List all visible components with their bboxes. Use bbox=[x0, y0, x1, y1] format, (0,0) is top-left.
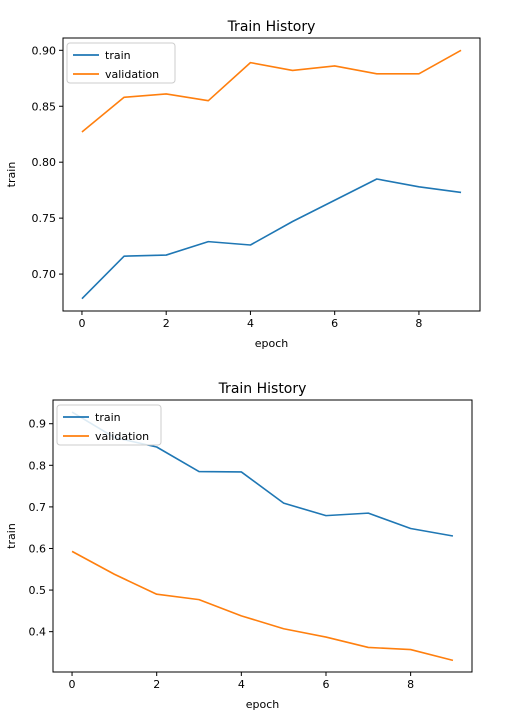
x-tick-label: 2 bbox=[163, 317, 170, 330]
plot-frame bbox=[52, 399, 473, 673]
chart-bottom: Train History 0 2 4 6 8 0.4 0.5 0.6 0.7 0.8 0.9 epoc… bbox=[5, 381, 473, 711]
y-tick-label: 0.70 bbox=[32, 268, 57, 281]
y-tick-label: 0.80 bbox=[32, 156, 57, 169]
x-tick-label: 4 bbox=[247, 317, 254, 330]
series-line-validation bbox=[71, 550, 454, 662]
legend-label-train: train bbox=[95, 411, 121, 424]
legend-box bbox=[66, 42, 176, 84]
x-tick-label: 8 bbox=[415, 317, 422, 330]
legend-box bbox=[56, 404, 162, 446]
y-tick-label: 0.85 bbox=[32, 100, 57, 113]
y-tick-label: 0.90 bbox=[32, 44, 57, 57]
y-axis-label: train bbox=[5, 162, 18, 188]
series-line-validation bbox=[81, 49, 462, 133]
series-line-train bbox=[81, 178, 462, 300]
x-tick-label: 6 bbox=[322, 678, 329, 691]
y-tick-label: 0.8 bbox=[29, 459, 47, 472]
x-axis-label: epoch bbox=[246, 698, 280, 711]
x-tick-label: 2 bbox=[153, 678, 160, 691]
x-tick-label: 0 bbox=[78, 317, 85, 330]
y-tick-label: 0.7 bbox=[29, 501, 47, 514]
y-axis-label: train bbox=[5, 523, 18, 549]
chart-top: Train History 0 2 4 6 8 0.70 0.75 0.80 0.85 0.90 ep… bbox=[5, 19, 481, 350]
y-tick-label: 0.9 bbox=[29, 418, 47, 431]
x-tick-label: 8 bbox=[407, 678, 414, 691]
legend-label-train: train bbox=[105, 49, 131, 62]
y-tick-label: 0.6 bbox=[29, 542, 47, 555]
chart-title: Train History bbox=[218, 381, 307, 397]
x-tick-label: 4 bbox=[238, 678, 245, 691]
y-tick-label: 0.4 bbox=[29, 626, 47, 639]
y-tick-label: 0.5 bbox=[29, 584, 47, 597]
legend-label-validation: validation bbox=[95, 430, 149, 443]
x-tick-label: 0 bbox=[69, 678, 76, 691]
x-axis-label: epoch bbox=[255, 337, 289, 350]
y-tick-label: 0.75 bbox=[32, 212, 57, 225]
legend-label-validation: validation bbox=[105, 68, 159, 81]
chart-title: Train History bbox=[227, 19, 316, 35]
x-tick-label: 6 bbox=[331, 317, 338, 330]
plot-frame bbox=[62, 37, 481, 312]
